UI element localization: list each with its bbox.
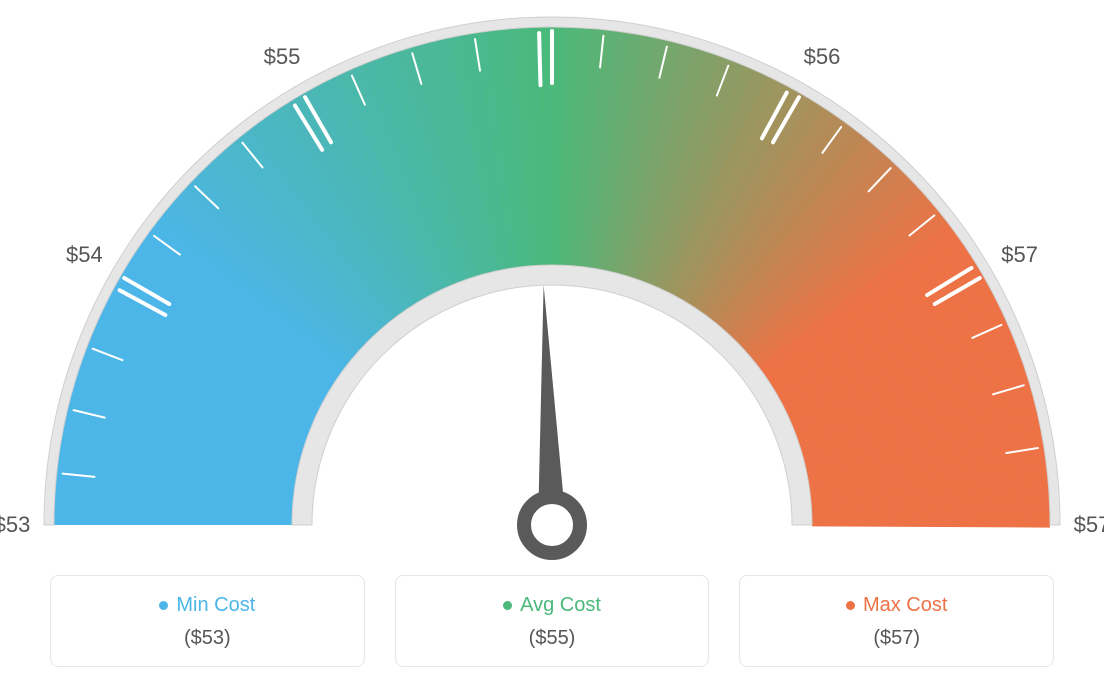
gauge-svg (0, 0, 1104, 560)
legend-value-avg: ($55) (406, 627, 699, 650)
chart-container: $53$54$55$55$56$57$57 Min Cost ($53) Avg… (0, 0, 1104, 690)
gauge-tick-label: $56 (804, 44, 841, 70)
legend-value-min: ($53) (61, 627, 354, 650)
legend-title-avg: Avg Cost (503, 594, 601, 617)
legend-title-min-text: Min Cost (176, 594, 255, 617)
dot-avg-icon (503, 601, 512, 610)
legend-title-min: Min Cost (159, 594, 255, 617)
legend-title-avg-text: Avg Cost (520, 594, 601, 617)
gauge-area: $53$54$55$55$56$57$57 (0, 0, 1104, 560)
dot-max-icon (846, 601, 855, 610)
gauge-tick-label: $54 (66, 242, 103, 268)
legend-card-avg: Avg Cost ($55) (395, 575, 710, 667)
gauge-tick-label: $57 (1074, 512, 1104, 538)
legend-row: Min Cost ($53) Avg Cost ($55) Max Cost (… (50, 575, 1054, 667)
legend-card-max: Max Cost ($57) (739, 575, 1054, 667)
gauge-tick-label: $57 (1001, 242, 1038, 268)
gauge-tick-label: $55 (264, 44, 301, 70)
dot-min-icon (159, 601, 168, 610)
legend-title-max: Max Cost (846, 594, 947, 617)
gauge-tick-label: $53 (0, 512, 30, 538)
legend-value-max: ($57) (750, 627, 1043, 650)
legend-title-max-text: Max Cost (863, 594, 947, 617)
legend-card-min: Min Cost ($53) (50, 575, 365, 667)
